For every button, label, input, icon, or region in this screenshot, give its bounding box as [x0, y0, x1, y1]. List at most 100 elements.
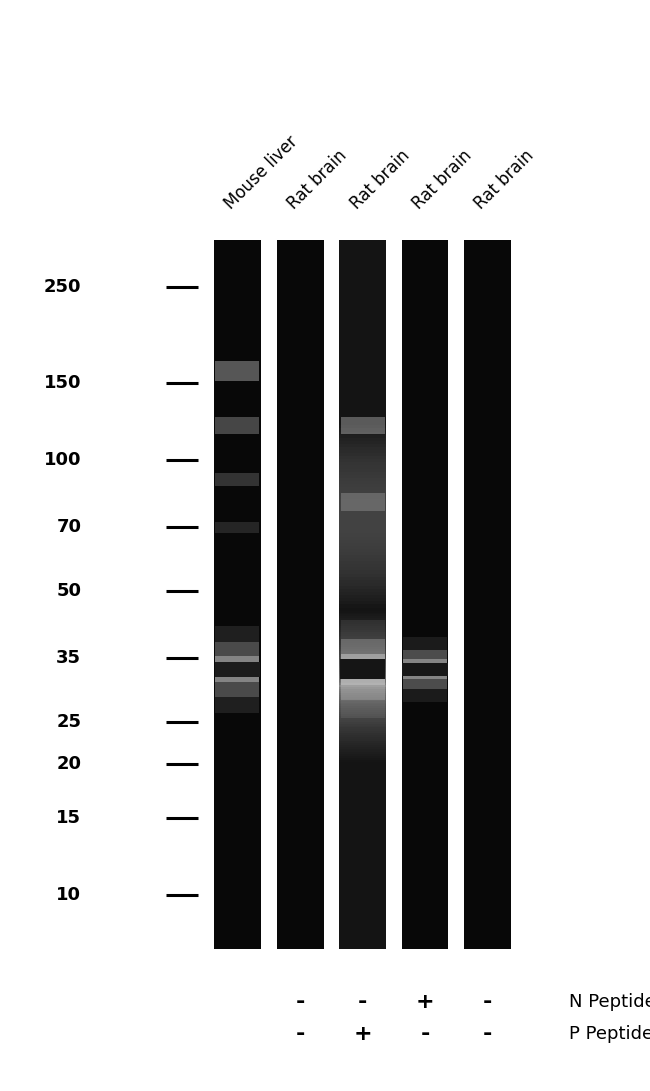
Bar	[339, 496, 386, 500]
Bar	[339, 447, 386, 451]
Bar	[339, 630, 386, 632]
Text: -: -	[483, 1024, 492, 1044]
Text: 150: 150	[44, 374, 81, 392]
Bar	[339, 583, 386, 586]
Bar	[339, 718, 386, 720]
Bar	[339, 649, 386, 651]
Bar	[339, 706, 386, 708]
Bar	[339, 592, 386, 596]
Bar	[339, 726, 386, 728]
Bar	[402, 662, 448, 675]
Bar	[339, 760, 386, 762]
Bar	[339, 668, 386, 670]
Text: +: +	[354, 1024, 372, 1044]
Bar	[339, 561, 386, 564]
Bar	[339, 515, 386, 518]
Bar	[339, 437, 386, 441]
Bar	[339, 577, 386, 579]
Bar	[339, 542, 386, 546]
Bar	[339, 700, 386, 703]
Bar	[339, 651, 386, 652]
Bar	[339, 586, 386, 589]
Text: -: -	[296, 992, 305, 1011]
Bar	[341, 493, 385, 511]
Bar	[339, 619, 386, 620]
Bar	[339, 710, 386, 712]
Bar	[339, 644, 386, 645]
Bar	[339, 521, 386, 524]
Bar	[341, 417, 385, 434]
Bar	[339, 738, 386, 739]
Bar	[339, 444, 386, 447]
Bar	[339, 662, 386, 664]
Text: -: -	[296, 1024, 305, 1044]
Bar	[339, 695, 386, 697]
Bar	[339, 434, 386, 437]
Text: -: -	[358, 992, 367, 1011]
Bar	[339, 425, 386, 429]
Text: 50: 50	[57, 582, 81, 600]
Bar	[339, 616, 386, 619]
Bar	[339, 596, 386, 598]
Text: 250: 250	[44, 278, 81, 296]
Bar	[339, 604, 386, 608]
Bar	[215, 656, 259, 682]
Bar	[339, 652, 386, 655]
Bar	[339, 642, 386, 644]
Bar	[339, 733, 386, 735]
Bar	[339, 624, 386, 626]
Bar	[339, 690, 386, 691]
Text: Rat brain: Rat brain	[409, 146, 475, 213]
Bar	[340, 659, 385, 679]
Bar	[339, 751, 386, 753]
Bar	[339, 698, 386, 700]
Bar	[341, 654, 385, 684]
Bar	[339, 240, 386, 949]
Bar	[339, 678, 386, 680]
Bar	[339, 628, 386, 630]
Text: -: -	[483, 992, 492, 1011]
Bar	[339, 552, 386, 555]
Bar	[339, 453, 386, 456]
Bar	[339, 685, 386, 687]
Bar	[215, 521, 259, 532]
Bar	[339, 518, 386, 521]
Bar	[341, 638, 385, 699]
Bar	[339, 571, 386, 574]
Bar	[339, 754, 386, 756]
Bar	[339, 664, 386, 667]
Bar	[339, 524, 386, 527]
Bar	[339, 503, 386, 505]
Bar	[339, 429, 386, 432]
Bar	[339, 601, 386, 604]
Bar	[215, 642, 259, 696]
Bar	[214, 240, 261, 949]
Bar	[339, 505, 386, 508]
Bar	[339, 697, 386, 698]
Bar	[339, 598, 386, 601]
Bar	[339, 527, 386, 530]
Bar	[339, 481, 386, 484]
Bar	[339, 758, 386, 760]
Bar	[339, 659, 386, 660]
Bar	[339, 626, 386, 628]
Bar	[339, 753, 386, 754]
Bar	[339, 712, 386, 715]
Bar	[339, 609, 386, 611]
Bar	[339, 741, 386, 743]
Bar	[214, 661, 260, 676]
Bar	[215, 473, 259, 487]
Bar	[339, 739, 386, 741]
Bar	[339, 687, 386, 690]
Text: 25: 25	[57, 712, 81, 731]
Bar	[339, 647, 386, 649]
Bar	[339, 675, 386, 678]
Bar	[339, 459, 386, 463]
Bar	[339, 660, 386, 662]
Bar	[339, 567, 386, 571]
Bar	[339, 693, 386, 695]
Bar	[215, 361, 259, 381]
Bar	[339, 748, 386, 751]
Bar	[339, 549, 386, 552]
Bar	[339, 639, 386, 642]
